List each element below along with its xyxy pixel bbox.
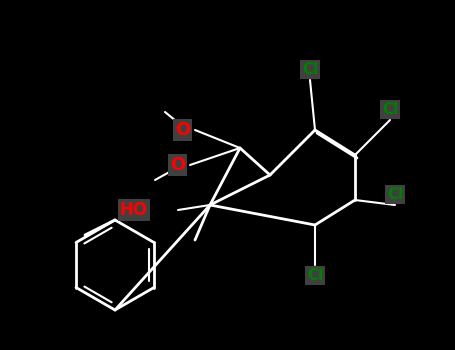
Text: O: O [170, 156, 185, 174]
Text: HO: HO [120, 201, 148, 219]
Text: Cl: Cl [302, 62, 318, 77]
Text: Cl: Cl [382, 102, 398, 117]
Text: Cl: Cl [307, 268, 323, 283]
Text: O: O [175, 121, 190, 139]
Text: Cl: Cl [387, 187, 403, 202]
